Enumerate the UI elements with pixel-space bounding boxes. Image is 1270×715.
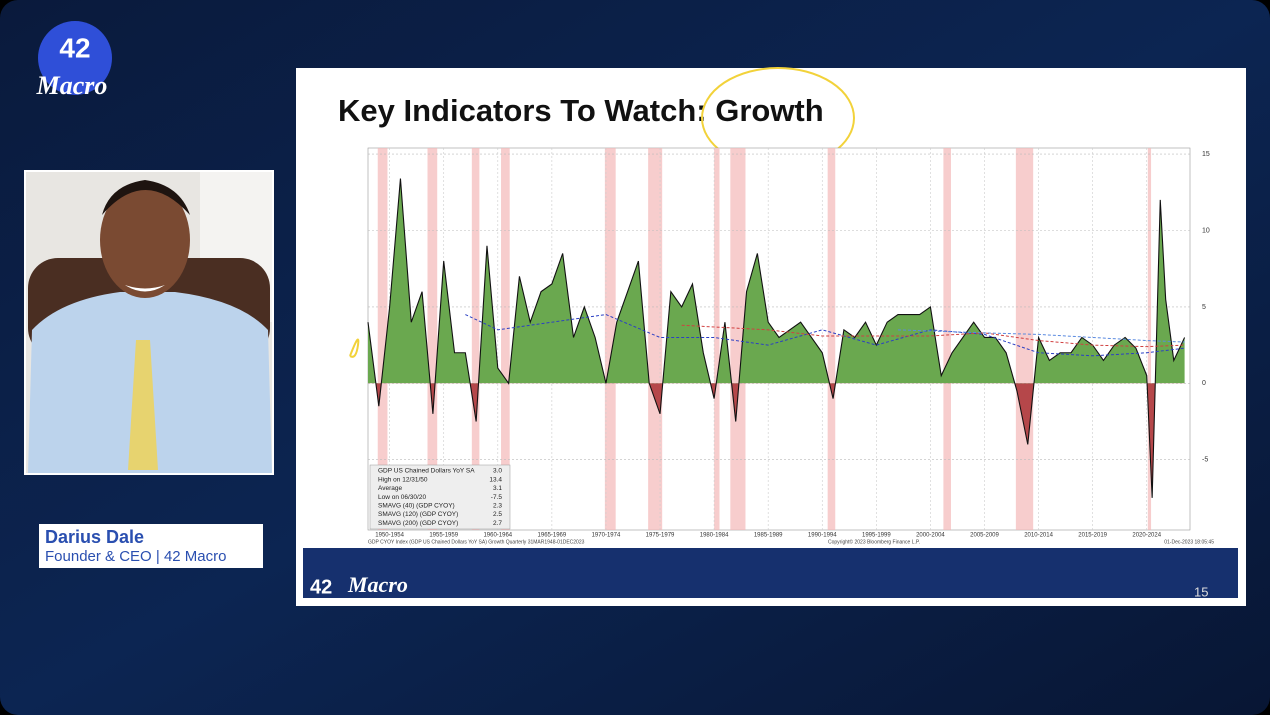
logo-circle — [38, 21, 112, 95]
recession-band — [714, 148, 720, 530]
logo-number: 42 — [59, 32, 90, 63]
presenter-role: Founder & CEO | 42 Macro — [45, 548, 226, 565]
recession-band — [648, 148, 663, 530]
legend-value: -7.5 — [491, 494, 503, 501]
legend-label: SMAVG (120) (GDP CYOY) — [378, 511, 458, 518]
name-card: Darius Dale Founder & CEO | 42 Macro — [39, 524, 263, 568]
x-tick-label: 1970-1974 — [592, 533, 621, 539]
annotation-mark — [349, 338, 360, 358]
y-tick-label: 15 — [1202, 151, 1210, 158]
presenter-name: Darius Dale — [45, 527, 144, 547]
face — [100, 182, 190, 298]
legend-label: GDP US Chained Dollars YoY SA — [378, 468, 475, 475]
recession-band — [427, 148, 438, 530]
footer-logo-word: Macro — [347, 572, 408, 597]
recession-band — [501, 148, 510, 530]
name-card-bg — [39, 524, 263, 568]
recession-band — [943, 148, 951, 530]
x-tick-label: 2005-2009 — [970, 533, 999, 539]
legend-value: 2.7 — [493, 520, 502, 527]
x-tick-label: 2010-2014 — [1024, 533, 1053, 539]
x-tick-label: 1955-1959 — [429, 533, 458, 539]
logo-word: Macro — [36, 71, 108, 100]
legend-label: SMAVG (40) (GDP CYOY) — [378, 503, 455, 510]
y-tick-label: -5 — [1202, 457, 1208, 464]
legend-value: 13.4 — [489, 476, 502, 483]
footer-bar — [303, 548, 1238, 598]
footnote: 01-Dec-2023 18:05:45 — [1164, 539, 1214, 545]
recession-band — [1015, 148, 1034, 530]
x-tick-label: 2000-2004 — [916, 533, 945, 539]
legend-label: SMAVG (200) (GDP CYOY) — [378, 520, 458, 527]
slide-title: Key Indicators To Watch: Growth — [338, 93, 824, 128]
x-tick-label: 2020-2024 — [1132, 533, 1161, 539]
recession-band — [471, 148, 480, 530]
footnote: GDP CYOY Index (GDP US Chained Dollars Y… — [368, 539, 585, 545]
x-tick-label: 1985-1989 — [754, 533, 783, 539]
line — [367, 178, 1186, 498]
legend-label: Low on 06/30/20 — [378, 494, 426, 501]
x-tick-label: 2015-2019 — [1078, 533, 1107, 539]
recession-band — [730, 148, 746, 530]
x-tick-label: 1995-1999 — [862, 533, 891, 539]
moving-average — [897, 329, 1185, 343]
legend-box — [369, 464, 511, 530]
logo: 42 Macro — [36, 21, 112, 100]
y-tick-label: 5 — [1202, 304, 1206, 311]
footnote: Copyright© 2023 Bloomberg Finance L.P. — [828, 538, 920, 545]
recession-band — [827, 148, 836, 530]
recession-band — [604, 148, 616, 530]
tie — [128, 340, 158, 470]
presenter-video — [24, 170, 274, 475]
legend-label: High on 12/31/50 — [378, 476, 428, 483]
legend-value: 2.5 — [493, 511, 502, 518]
x-tick-label: 1960-1964 — [483, 533, 512, 539]
smile — [125, 285, 165, 292]
x-tick-label: 1975-1979 — [646, 533, 675, 539]
hair — [102, 180, 190, 215]
legend-value: 3.0 — [493, 468, 502, 475]
y-tick-label: 10 — [1202, 227, 1210, 234]
legend-value: 2.3 — [493, 503, 502, 510]
footer-logo-number: 42 — [310, 576, 332, 598]
x-tick-label: 1965-1969 — [538, 533, 567, 539]
x-tick-label: 1980-1984 — [700, 533, 729, 539]
recession-band — [377, 148, 388, 530]
legend-label: Average — [378, 485, 402, 492]
legend-value: 3.1 — [493, 485, 502, 492]
chart: 15 10 5 0 -5 1950-1954 1955-1959 1960-1964 1965-… — [367, 147, 1214, 545]
page-number: 15 — [1194, 584, 1208, 599]
recession-band — [1147, 148, 1152, 530]
x-tick-label: 1990-1994 — [808, 533, 837, 539]
x-tick-label: 1950-1954 — [375, 533, 404, 539]
y-tick-label: 0 — [1202, 380, 1206, 387]
